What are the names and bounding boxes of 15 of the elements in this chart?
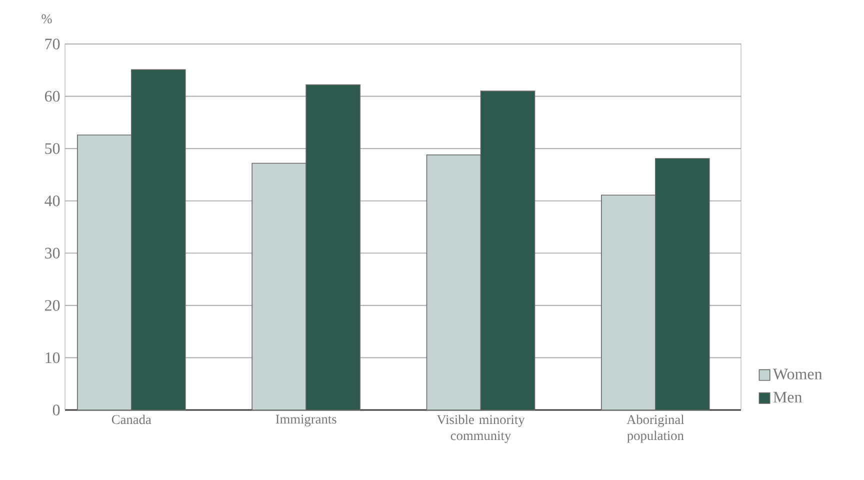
y-tick-label: 70 (45, 38, 60, 50)
x-tick-label: Aboriginal population (626, 414, 684, 443)
y-tick-label: 30 (45, 248, 60, 259)
y-tick-label: 0 (52, 404, 60, 416)
y-tick-label: 10 (46, 352, 60, 364)
x-tick-label: Canada (112, 414, 152, 424)
y-tick-label: 40 (44, 195, 60, 206)
y-axis-title: % (42, 14, 52, 24)
x-tick-label: Visible minority community (436, 414, 525, 443)
y-tick-label: 50 (45, 143, 60, 154)
y-tick-label: 60 (44, 90, 60, 102)
x-tick-label: Immigrants (276, 414, 336, 426)
legend-label: Women (772, 368, 822, 380)
y-tick-label: 20 (45, 300, 60, 311)
legend-label: Men (773, 392, 802, 403)
